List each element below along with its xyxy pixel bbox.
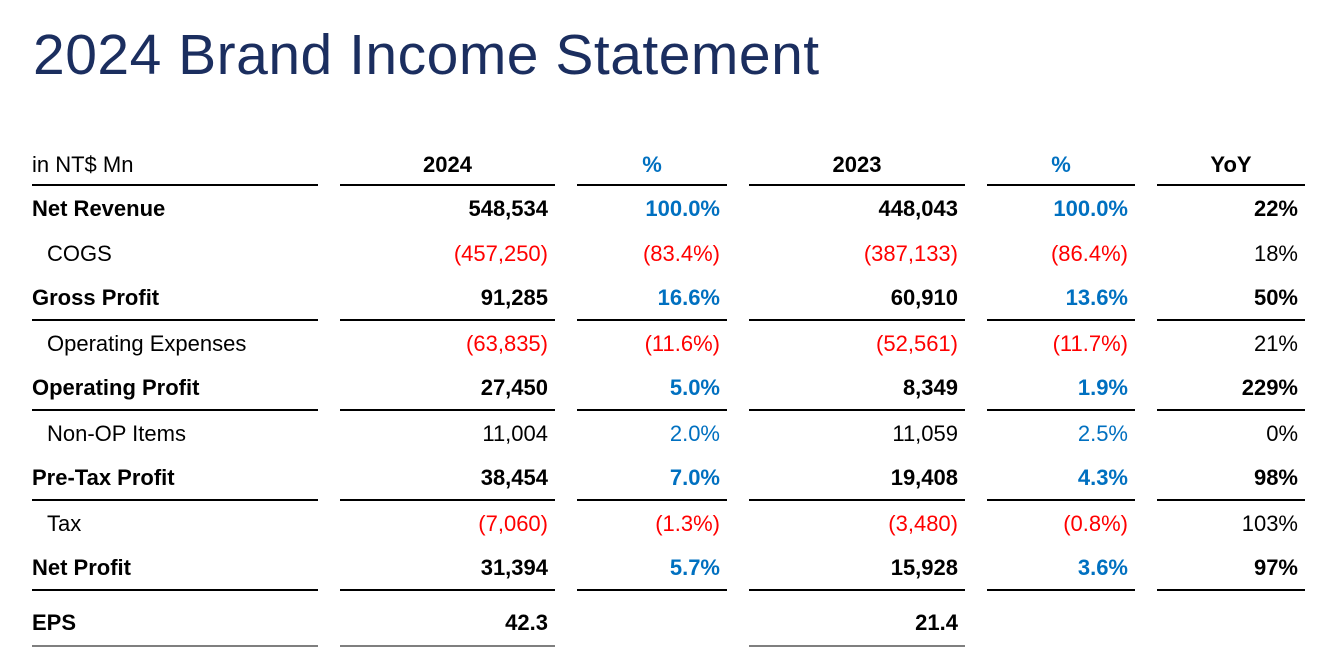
yoy-value: 229% (1157, 366, 1305, 411)
table-header-row: in NT$ Mn 2024 % 2023 % YoY (32, 148, 1305, 186)
value-2024: 31,394 (340, 546, 555, 591)
value-2023: 8,349 (749, 366, 965, 411)
pct-2024: 2.0% (669, 420, 720, 446)
pct-2024: (1.3%) (655, 510, 720, 536)
yoy-value: 50% (1157, 276, 1305, 321)
table-row-gross-profit: Gross Profit 91,285 16.6% 60,910 13.6% 5… (32, 276, 1305, 321)
pct-2024: 7.0% (577, 456, 727, 501)
table-row-operating-expenses: Operating Expenses (63,835) (11.6%) (52,… (32, 321, 1305, 366)
value-2023: 448,043 (878, 195, 958, 221)
row-label: Net Profit (32, 546, 318, 591)
value-2024: 11,004 (482, 420, 548, 446)
table-row-eps: EPS 42.3 21.4 (32, 601, 1305, 647)
pct-2023 (987, 601, 1135, 647)
pct-2024 (577, 601, 727, 647)
value-2024: (63,835) (466, 330, 548, 356)
value-2024: 91,285 (340, 276, 555, 321)
value-2023: 60,910 (749, 276, 965, 321)
yoy-value: 0% (1266, 420, 1298, 446)
pct-2023: 3.6% (987, 546, 1135, 591)
pct-2023: 1.9% (987, 366, 1135, 411)
table-row-tax: Tax (7,060) (1.3%) (3,480) (0.8%) 103% (32, 501, 1305, 546)
pct-2024: 16.6% (577, 276, 727, 321)
income-statement-table: in NT$ Mn 2024 % 2023 % YoY Net Revenue … (32, 148, 1305, 647)
row-label: Pre-Tax Profit (32, 456, 318, 501)
pct-2023: 2.5% (1077, 420, 1128, 446)
row-label: Net Revenue (32, 195, 166, 221)
table-row-net-profit: Net Profit 31,394 5.7% 15,928 3.6% 97% (32, 546, 1305, 591)
row-label: Gross Profit (32, 276, 318, 321)
value-2023: (387,133) (863, 240, 958, 266)
table-row-net-revenue: Net Revenue 548,534 100.0% 448,043 100.0… (32, 186, 1305, 231)
value-2023: 15,928 (749, 546, 965, 591)
yoy-value: 103% (1241, 510, 1298, 536)
row-label: Operating Expenses (47, 330, 247, 356)
row-label: COGS (47, 240, 112, 266)
row-label: Tax (47, 510, 82, 536)
column-header-2023: 2023 (749, 148, 965, 186)
row-label: Operating Profit (32, 366, 318, 411)
table-row-non-op-items: Non-OP Items 11,004 2.0% 11,059 2.5% 0% (32, 411, 1305, 456)
value-2024: 38,454 (340, 456, 555, 501)
pct-2023: 13.6% (987, 276, 1135, 321)
pct-2023: (0.8%) (1063, 510, 1128, 536)
value-2023: (3,480) (888, 510, 958, 536)
value-2024: (457,250) (453, 240, 548, 266)
row-label: Non-OP Items (47, 420, 186, 446)
yoy-value: 18% (1253, 240, 1298, 266)
pct-2024: 100.0% (645, 195, 720, 221)
table-row-cogs: COGS (457,250) (83.4%) (387,133) (86.4%)… (32, 231, 1305, 276)
value-2023: 21.4 (749, 601, 965, 647)
value-2023: 11,059 (892, 420, 958, 446)
column-header-pct-2024: % (577, 148, 727, 186)
table-row-pre-tax-profit: Pre-Tax Profit 38,454 7.0% 19,408 4.3% 9… (32, 456, 1305, 501)
yoy-value: 21% (1253, 330, 1298, 356)
yoy-value (1157, 601, 1305, 647)
pct-2024: 5.0% (577, 366, 727, 411)
yoy-value: 97% (1157, 546, 1305, 591)
value-2023: 19,408 (749, 456, 965, 501)
pct-2023: (11.7%) (1052, 330, 1128, 356)
unit-label: in NT$ Mn (32, 152, 134, 177)
value-2024: (7,060) (478, 510, 548, 536)
value-2024: 548,534 (468, 195, 548, 221)
yoy-value: 22% (1253, 195, 1298, 221)
table-row-operating-profit: Operating Profit 27,450 5.0% 8,349 1.9% … (32, 366, 1305, 411)
yoy-value: 98% (1157, 456, 1305, 501)
column-header-pct-2023: % (987, 148, 1135, 186)
pct-2023: 4.3% (987, 456, 1135, 501)
pct-2024: (11.6%) (644, 330, 720, 356)
unit-label-cell: in NT$ Mn (32, 148, 318, 186)
column-header-2024: 2024 (340, 148, 555, 186)
page-title: 2024 Brand Income Statement (33, 23, 820, 87)
pct-2023: (86.4%) (1050, 240, 1128, 266)
pct-2024: 5.7% (577, 546, 727, 591)
row-label: EPS (32, 601, 318, 647)
value-2023: (52,561) (876, 330, 958, 356)
value-2024: 42.3 (340, 601, 555, 647)
value-2024: 27,450 (340, 366, 555, 411)
pct-2024: (83.4%) (642, 240, 720, 266)
pct-2023: 100.0% (1053, 195, 1128, 221)
column-header-yoy: YoY (1157, 148, 1305, 186)
